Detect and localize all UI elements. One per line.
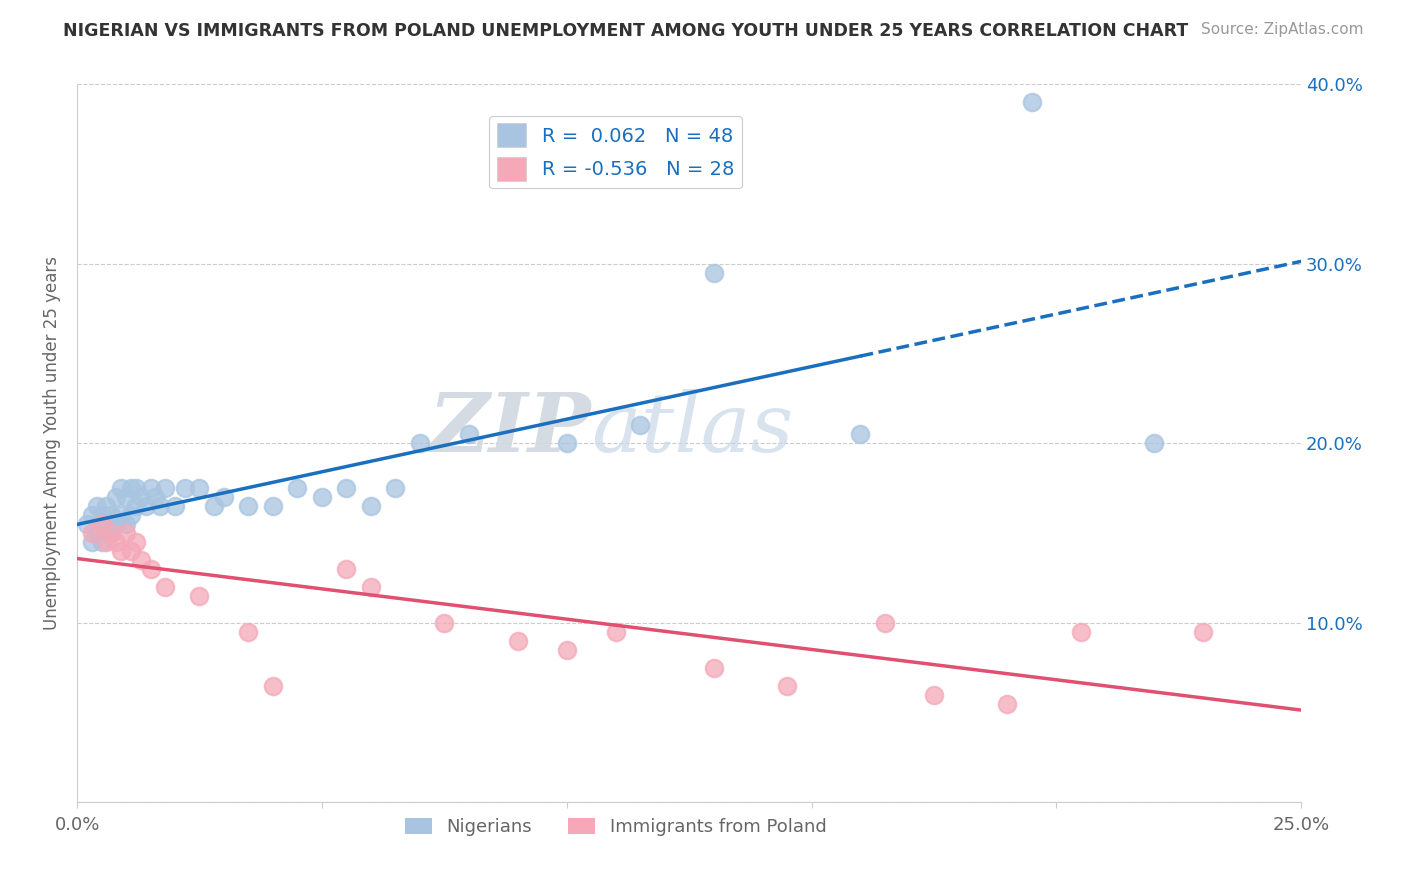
Point xyxy=(110,544,132,558)
Point xyxy=(120,508,142,523)
Point xyxy=(145,490,167,504)
Point xyxy=(873,615,896,630)
Point xyxy=(80,508,103,523)
Point xyxy=(287,481,309,495)
Point xyxy=(86,499,108,513)
Point xyxy=(115,490,138,504)
Point xyxy=(76,517,98,532)
Point xyxy=(115,517,138,532)
Point xyxy=(433,615,456,630)
Point xyxy=(90,508,112,523)
Point xyxy=(129,490,152,504)
Point xyxy=(188,589,211,603)
Point xyxy=(96,526,118,541)
Text: atlas: atlas xyxy=(591,389,793,469)
Point xyxy=(110,481,132,495)
Point xyxy=(1143,436,1166,450)
Legend: Nigerians, Immigrants from Poland: Nigerians, Immigrants from Poland xyxy=(398,811,834,844)
Point xyxy=(849,427,872,442)
Point xyxy=(96,517,118,532)
Point xyxy=(703,661,725,675)
Point xyxy=(105,535,128,549)
Point xyxy=(90,535,112,549)
Point xyxy=(212,490,235,504)
Point xyxy=(96,499,118,513)
Text: Source: ZipAtlas.com: Source: ZipAtlas.com xyxy=(1201,22,1364,37)
Point xyxy=(311,490,333,504)
Point xyxy=(1070,624,1092,639)
Point xyxy=(628,418,651,433)
Point xyxy=(173,481,195,495)
Point xyxy=(360,499,382,513)
Point xyxy=(409,436,432,450)
Point xyxy=(922,688,945,702)
Point xyxy=(238,499,260,513)
Point xyxy=(100,526,122,541)
Point xyxy=(115,526,138,541)
Point xyxy=(776,679,799,693)
Point xyxy=(995,697,1018,711)
Point xyxy=(100,526,122,541)
Point xyxy=(262,499,284,513)
Point xyxy=(605,624,627,639)
Point xyxy=(125,535,148,549)
Point xyxy=(506,633,529,648)
Point xyxy=(135,499,157,513)
Point xyxy=(238,624,260,639)
Point xyxy=(1021,95,1043,110)
Point xyxy=(555,642,578,657)
Point xyxy=(86,526,108,541)
Point xyxy=(80,535,103,549)
Point xyxy=(703,266,725,280)
Point xyxy=(262,679,284,693)
Point xyxy=(163,499,186,513)
Point xyxy=(125,499,148,513)
Point xyxy=(125,481,148,495)
Point xyxy=(90,517,112,532)
Point xyxy=(105,517,128,532)
Point xyxy=(129,553,152,567)
Point xyxy=(188,481,211,495)
Text: ZIP: ZIP xyxy=(429,389,591,469)
Point xyxy=(1192,624,1215,639)
Point xyxy=(457,427,479,442)
Point xyxy=(155,481,177,495)
Point xyxy=(335,481,357,495)
Point xyxy=(80,526,103,541)
Point xyxy=(202,499,225,513)
Point xyxy=(120,544,142,558)
Text: NIGERIAN VS IMMIGRANTS FROM POLAND UNEMPLOYMENT AMONG YOUTH UNDER 25 YEARS CORRE: NIGERIAN VS IMMIGRANTS FROM POLAND UNEMP… xyxy=(63,22,1188,40)
Point xyxy=(360,580,382,594)
Point xyxy=(120,481,142,495)
Point xyxy=(139,562,162,576)
Point xyxy=(335,562,357,576)
Y-axis label: Unemployment Among Youth under 25 years: Unemployment Among Youth under 25 years xyxy=(44,256,60,631)
Point xyxy=(100,508,122,523)
Point xyxy=(555,436,578,450)
Point xyxy=(110,508,132,523)
Point xyxy=(149,499,172,513)
Point xyxy=(96,535,118,549)
Point xyxy=(105,490,128,504)
Point xyxy=(155,580,177,594)
Point xyxy=(139,481,162,495)
Point xyxy=(384,481,406,495)
